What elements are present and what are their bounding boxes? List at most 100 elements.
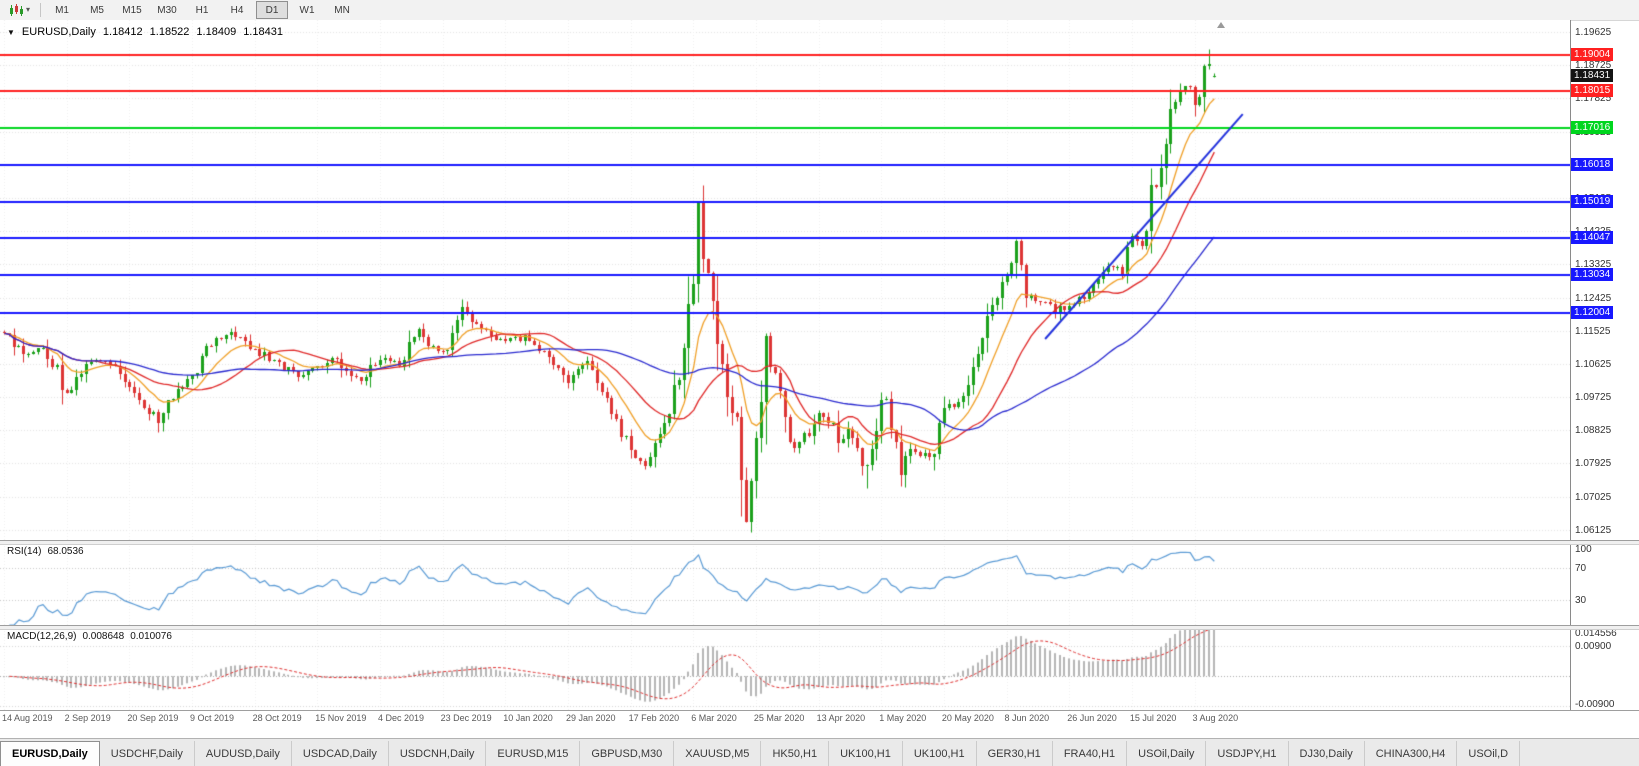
- date-label: 28 Oct 2019: [252, 713, 302, 723]
- chart-tab-ger30-h1[interactable]: GER30,H1: [977, 741, 1053, 766]
- rsi-axis[interactable]: 100 70 30: [1570, 543, 1639, 625]
- date-label: 23 Dec 2019: [440, 713, 492, 723]
- date-label: 4 Dec 2019: [377, 713, 424, 723]
- chart-high-value: 1.18522: [149, 26, 190, 38]
- chart-tab-usdjpy-h1[interactable]: USDJPY,H1: [1206, 741, 1289, 766]
- price-tick: 1.07925: [1575, 458, 1612, 470]
- price-tick: 1.06125: [1575, 524, 1612, 536]
- macd-tick: 0.00900: [1575, 641, 1612, 653]
- chart-open-value: 1.18412: [102, 26, 143, 38]
- chart-tab-hk50-h1[interactable]: HK50,H1: [761, 741, 830, 766]
- chevron-down-icon: ▾: [26, 5, 31, 14]
- timeframe-button-m1[interactable]: M1: [55, 4, 69, 16]
- chart-type-dropdown[interactable]: ▾: [4, 1, 35, 19]
- price-axis[interactable]: 1.196251.187251.178251.169251.160251.151…: [1570, 20, 1639, 540]
- timeframe-button-w1[interactable]: W1: [299, 4, 315, 16]
- chart-menu-icon[interactable]: ▼: [7, 27, 15, 37]
- chart-tab-china300-h4[interactable]: CHINA300,H4: [1365, 741, 1458, 766]
- rsi-canvas[interactable]: [0, 543, 1570, 625]
- price-chart-canvas[interactable]: [0, 20, 1570, 540]
- rsi-tick: 30: [1575, 595, 1587, 607]
- chart-tab-gbpusd-m30[interactable]: GBPUSD,M30: [580, 741, 675, 766]
- date-label: 10 Jan 2020: [503, 713, 553, 723]
- date-label: 17 Feb 2020: [628, 713, 680, 723]
- level-price-label: 1.19004: [1571, 47, 1614, 61]
- timeframe-toolbar: ▾ M1 M5 M15 M30 H1 H4 D1 W1 MN: [0, 0, 1639, 21]
- chart-tab-usoil-d[interactable]: USOil,D: [1457, 741, 1521, 766]
- date-label: 29 Jan 2020: [565, 713, 616, 723]
- price-tick: 1.12425: [1575, 292, 1612, 304]
- date-label: 20 May 2020: [941, 713, 994, 723]
- chart-tab-uk100-h1[interactable]: UK100,H1: [903, 741, 977, 766]
- level-price-label: 1.16018: [1571, 158, 1614, 171]
- chart-tabs-bar: EURUSD,Daily USDCHF,Daily AUDUSD,Daily USDC…: [0, 738, 1639, 766]
- panel-separator[interactable]: [0, 625, 1639, 630]
- macd-axis[interactable]: 0.014556 0.00900 -0.00900: [1570, 628, 1639, 710]
- level-price-label: 1.14047: [1571, 230, 1614, 244]
- chart-symbol-label: EURUSD,Daily: [21, 26, 96, 38]
- date-label: 9 Oct 2019: [189, 713, 234, 723]
- timeframe-button-d1[interactable]: D1: [256, 1, 289, 19]
- chart-tab-eurusd-m15[interactable]: EURUSD,M15: [486, 741, 581, 766]
- panel-separator[interactable]: [0, 540, 1639, 545]
- chart-close-value: 1.18431: [243, 26, 283, 38]
- macd-main-value: 0.008648: [82, 631, 125, 642]
- chart-tab-usdchf-daily[interactable]: USDCHF,Daily: [100, 741, 195, 766]
- chart-tab-xauusd-m5[interactable]: XAUUSD,M5: [674, 741, 762, 766]
- date-label: 13 Apr 2020: [816, 713, 866, 723]
- chart-tab-usdcad-daily[interactable]: USDCAD,Daily: [292, 741, 389, 766]
- timeframe-button-h4[interactable]: H4: [230, 4, 244, 16]
- date-label: 14 Aug 2019: [2, 713, 53, 723]
- date-label: 20 Sep 2019: [127, 713, 179, 723]
- timeframe-button-m15[interactable]: M15: [122, 4, 142, 16]
- macd-tick: -0.00900: [1575, 699, 1615, 710]
- price-tick: 1.19625: [1575, 26, 1612, 38]
- chart-shift-marker-icon: [1216, 22, 1225, 28]
- date-label: 8 Jun 2020: [1004, 713, 1050, 723]
- chart-tab-uk100-h1[interactable]: UK100,H1: [829, 741, 903, 766]
- macd-name: MACD(12,26,9): [7, 631, 77, 642]
- chart-tab-eurusd-daily[interactable]: EURUSD,Daily: [0, 741, 100, 766]
- rsi-label: RSI(14) 68.0536: [7, 546, 84, 557]
- date-label: 15 Jul 2020: [1129, 713, 1177, 723]
- chart-low-value: 1.18409: [196, 26, 237, 38]
- date-label: 6 Mar 2020: [691, 713, 737, 723]
- level-price-label: 1.18015: [1571, 84, 1614, 98]
- date-label: 15 Nov 2019: [315, 713, 367, 723]
- chart-tab-audusd-daily[interactable]: AUDUSD,Daily: [195, 741, 292, 766]
- rsi-name: RSI(14): [7, 546, 42, 557]
- date-label: 2 Sep 2019: [64, 713, 111, 723]
- chart-header: ▼ EURUSD,Daily 1.18412 1.18522 1.18409 1…: [7, 26, 283, 38]
- rsi-value: 68.0536: [47, 546, 84, 557]
- current-price-label: 1.18431: [1571, 69, 1614, 83]
- chart-tab-usoil-daily[interactable]: USOil,Daily: [1127, 741, 1207, 766]
- chart-tab-dj30-daily[interactable]: DJ30,Daily: [1289, 741, 1365, 766]
- price-tick: 1.11525: [1575, 325, 1611, 337]
- rsi-tick: 70: [1575, 562, 1587, 574]
- timeframe-buttons: M1 M5 M15 M30 H1 H4 D1 W1 MN: [46, 1, 358, 19]
- timeframe-button-m30[interactable]: M30: [157, 4, 177, 16]
- axis-border: [1570, 20, 1571, 710]
- timeframe-button-m5[interactable]: M5: [90, 4, 104, 16]
- macd-signal-value: 0.010076: [130, 631, 172, 642]
- price-tick: 1.17825: [1575, 93, 1612, 105]
- price-tick: 1.18725: [1575, 60, 1612, 72]
- level-price-label: 1.12004: [1571, 306, 1614, 320]
- date-label: 25 Mar 2020: [753, 713, 805, 723]
- time-axis-border: [0, 710, 1639, 711]
- timeframe-button-mn[interactable]: MN: [334, 4, 350, 16]
- macd-canvas[interactable]: [0, 628, 1570, 710]
- timeframe-button-h1[interactable]: H1: [195, 4, 209, 16]
- chart-tab-usdcnh-daily[interactable]: USDCNH,Daily: [389, 741, 487, 766]
- macd-label: MACD(12,26,9) 0.008648 0.010076: [7, 631, 172, 642]
- level-price-label: 1.13034: [1571, 268, 1614, 282]
- level-price-label: 1.17016: [1571, 121, 1614, 135]
- price-tick: 1.08825: [1575, 425, 1612, 437]
- time-axis[interactable]: 14 Aug 2019 2 Sep 2019 20 Sep 2019 9 Oct 20…: [0, 711, 1570, 727]
- chart-tab-fra40-h1[interactable]: FRA40,H1: [1053, 741, 1128, 766]
- price-tick: 1.09725: [1575, 392, 1612, 404]
- toolbar-separator: [40, 3, 42, 17]
- macd-tick: 0.014556: [1575, 628, 1617, 639]
- price-tick: 1.07025: [1575, 491, 1612, 503]
- price-tick: 1.13325: [1575, 259, 1612, 271]
